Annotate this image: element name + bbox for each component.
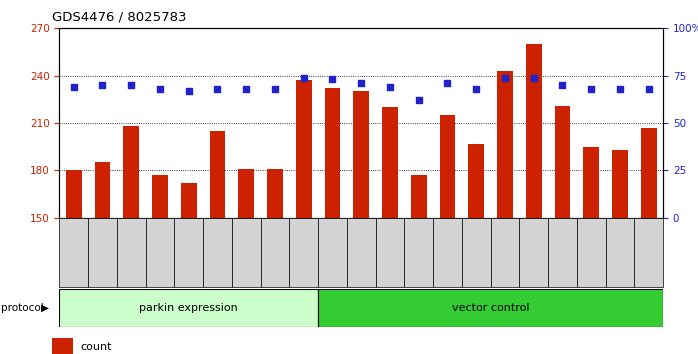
Point xyxy=(586,86,597,92)
Point xyxy=(614,86,625,92)
Point xyxy=(355,80,367,86)
Point xyxy=(68,84,80,90)
Bar xyxy=(376,218,404,287)
Bar xyxy=(238,169,254,218)
Point xyxy=(298,75,309,80)
Bar xyxy=(59,289,318,327)
Text: vector control: vector control xyxy=(452,303,529,313)
Bar xyxy=(267,169,283,218)
Bar xyxy=(52,338,73,354)
Bar xyxy=(612,150,628,218)
Bar xyxy=(468,143,484,218)
Point xyxy=(241,86,252,92)
Point xyxy=(183,88,194,94)
Bar xyxy=(433,218,462,287)
Bar xyxy=(88,218,117,287)
Bar xyxy=(548,218,577,287)
Bar xyxy=(497,71,513,218)
Point xyxy=(269,86,281,92)
Bar xyxy=(641,128,657,218)
Bar xyxy=(347,218,376,287)
Point xyxy=(126,82,137,88)
Bar xyxy=(577,218,606,287)
Bar xyxy=(555,105,570,218)
Bar xyxy=(491,218,519,287)
Bar xyxy=(152,175,168,218)
Point xyxy=(413,97,424,103)
Bar xyxy=(260,218,290,287)
Point xyxy=(470,86,482,92)
Text: protocol: protocol xyxy=(1,303,43,313)
Bar xyxy=(382,107,398,218)
Bar xyxy=(519,218,548,287)
Bar xyxy=(318,218,347,287)
Bar xyxy=(66,170,82,218)
Bar xyxy=(462,218,491,287)
Bar xyxy=(59,218,88,287)
Bar xyxy=(232,218,260,287)
Point xyxy=(97,82,108,88)
Point xyxy=(154,86,165,92)
Bar xyxy=(440,115,455,218)
Bar xyxy=(634,218,663,287)
Point xyxy=(557,82,568,88)
Bar xyxy=(584,147,599,218)
Text: ▶: ▶ xyxy=(40,303,48,313)
Bar xyxy=(353,91,369,218)
Bar xyxy=(290,218,318,287)
Point xyxy=(528,75,540,80)
Point xyxy=(499,75,510,80)
Bar xyxy=(146,218,174,287)
Text: count: count xyxy=(80,342,112,353)
Bar xyxy=(174,218,203,287)
Bar xyxy=(318,289,663,327)
Point xyxy=(212,86,223,92)
Point xyxy=(385,84,396,90)
Bar xyxy=(124,126,139,218)
Text: GDS4476 / 8025783: GDS4476 / 8025783 xyxy=(52,11,187,24)
Bar xyxy=(606,218,634,287)
Point xyxy=(327,76,338,82)
Bar xyxy=(209,131,225,218)
Bar xyxy=(296,80,311,218)
Bar xyxy=(94,162,110,218)
Bar xyxy=(203,218,232,287)
Bar xyxy=(404,218,433,287)
Bar xyxy=(526,44,542,218)
Bar xyxy=(117,218,146,287)
Point xyxy=(442,80,453,86)
Bar xyxy=(411,175,426,218)
Text: parkin expression: parkin expression xyxy=(140,303,238,313)
Bar xyxy=(325,88,341,218)
Bar xyxy=(181,183,197,218)
Point xyxy=(643,86,654,92)
